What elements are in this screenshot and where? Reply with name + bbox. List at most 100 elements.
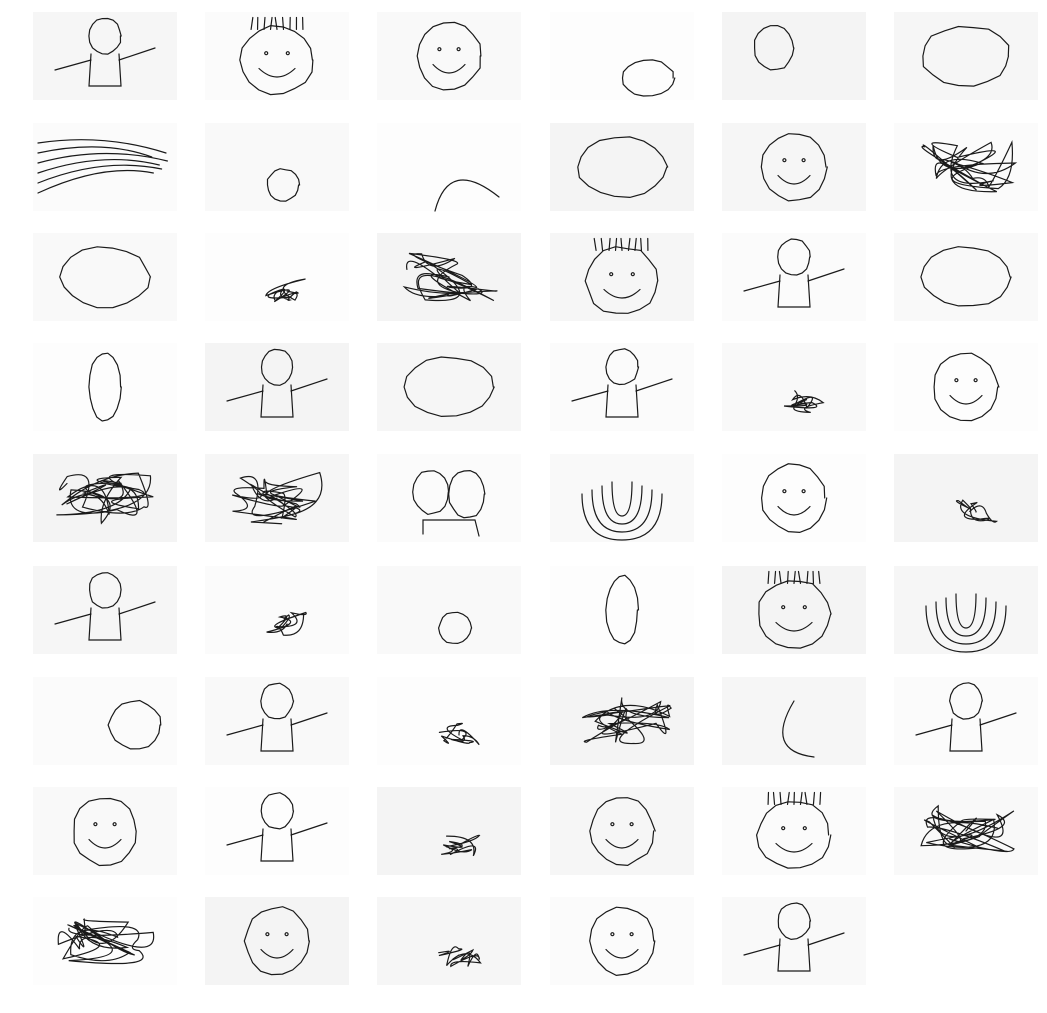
head xyxy=(260,792,295,830)
head xyxy=(777,238,811,276)
paper xyxy=(722,123,866,211)
paper xyxy=(377,12,521,100)
outline xyxy=(266,168,301,202)
eye xyxy=(629,822,634,827)
hair xyxy=(819,791,822,805)
eye xyxy=(781,826,786,831)
eye xyxy=(801,158,806,163)
arc xyxy=(434,179,500,212)
drawing xyxy=(894,454,1038,542)
scribble xyxy=(438,722,480,746)
drawing xyxy=(33,454,177,542)
arc xyxy=(782,700,815,758)
body xyxy=(88,53,122,87)
eye xyxy=(264,51,269,56)
outline xyxy=(754,24,795,71)
drawing xyxy=(33,12,177,100)
mouth xyxy=(260,948,294,959)
drawing xyxy=(377,566,521,654)
paper xyxy=(894,343,1038,431)
drawing xyxy=(377,233,521,321)
eye xyxy=(782,489,787,494)
drawing xyxy=(205,343,349,431)
paper xyxy=(205,233,349,321)
eye xyxy=(610,932,615,937)
drawing xyxy=(550,233,694,321)
head xyxy=(760,463,828,534)
arm xyxy=(807,932,845,946)
hair xyxy=(812,791,816,805)
drawing xyxy=(205,233,349,321)
arm xyxy=(915,724,953,736)
arc xyxy=(591,489,653,533)
drawing xyxy=(722,787,866,875)
body xyxy=(260,384,294,418)
arc xyxy=(925,605,1007,653)
outline xyxy=(107,699,162,750)
drawing xyxy=(722,123,866,211)
eye xyxy=(284,932,289,937)
arc xyxy=(935,601,997,645)
mouth xyxy=(775,842,813,853)
eye xyxy=(630,272,635,277)
drawing xyxy=(894,566,1038,654)
paper xyxy=(33,787,177,875)
scribble xyxy=(438,946,482,968)
eye xyxy=(973,378,978,383)
paper xyxy=(205,12,349,100)
mouth xyxy=(88,838,122,849)
arm xyxy=(290,378,328,392)
arm xyxy=(54,59,92,71)
drawing xyxy=(894,677,1038,765)
scribble xyxy=(921,140,1018,193)
hair xyxy=(767,570,770,584)
drawing xyxy=(550,677,694,765)
drawing xyxy=(894,343,1038,431)
scribble xyxy=(783,390,825,413)
arm xyxy=(226,390,264,402)
paper xyxy=(550,343,694,431)
scribble xyxy=(265,278,306,303)
paper xyxy=(205,787,349,875)
eye xyxy=(802,605,807,610)
hair xyxy=(627,237,631,251)
eye xyxy=(93,822,98,827)
stroke xyxy=(37,139,167,154)
scribble xyxy=(56,472,154,525)
outline xyxy=(437,611,473,645)
outline xyxy=(621,59,676,97)
paper xyxy=(550,787,694,875)
hair xyxy=(804,791,808,805)
hair xyxy=(640,237,643,251)
eye xyxy=(629,932,634,937)
eye xyxy=(456,47,461,52)
head xyxy=(260,682,295,720)
outline xyxy=(412,470,450,516)
drawing xyxy=(550,12,694,100)
drawing xyxy=(205,566,349,654)
hair xyxy=(281,16,285,30)
mouth xyxy=(949,394,983,405)
arm xyxy=(118,601,156,615)
drawing xyxy=(377,343,521,431)
drawing xyxy=(550,897,694,985)
paper xyxy=(894,12,1038,100)
body xyxy=(88,607,122,641)
hair xyxy=(600,237,604,251)
outline xyxy=(59,246,152,309)
arm xyxy=(979,712,1017,726)
hair xyxy=(779,791,782,805)
scribble xyxy=(955,499,998,523)
head xyxy=(605,348,640,386)
eye xyxy=(265,932,270,937)
outline xyxy=(605,574,640,645)
paper xyxy=(377,343,521,431)
arc xyxy=(945,597,987,637)
outline xyxy=(448,469,486,519)
paper xyxy=(550,897,694,985)
mouth xyxy=(258,67,296,78)
drawing xyxy=(550,123,694,211)
paper xyxy=(894,677,1038,765)
